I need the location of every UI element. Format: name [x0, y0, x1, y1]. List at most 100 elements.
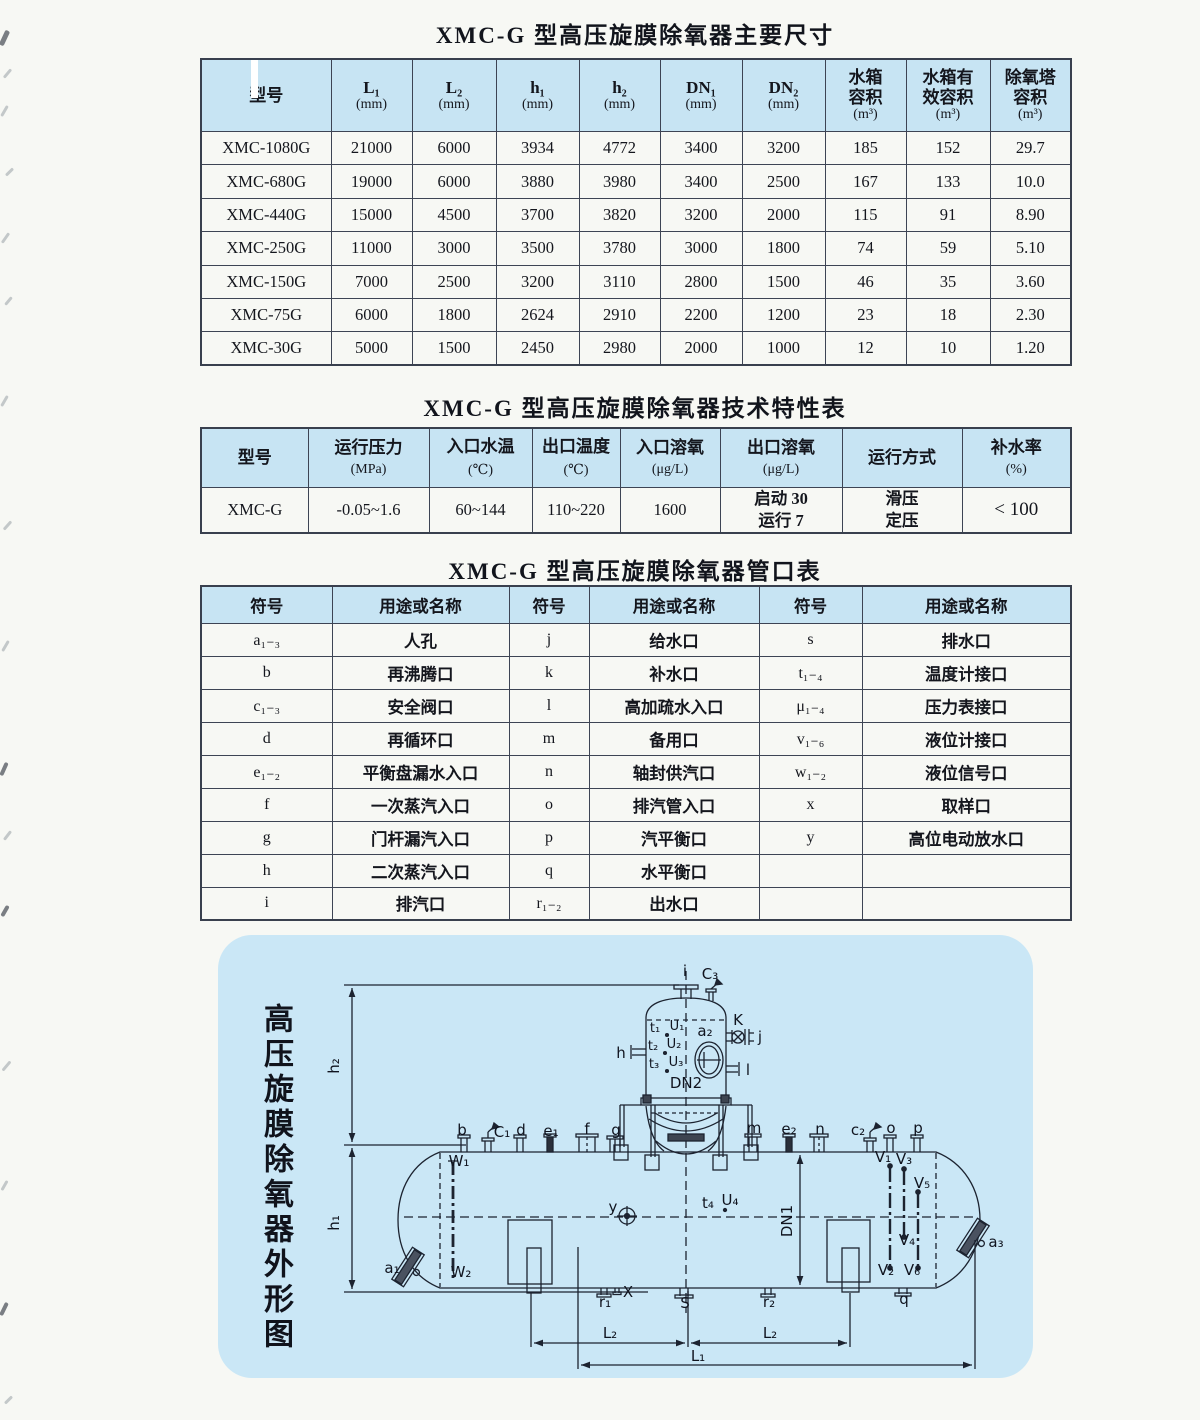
- deaerator-outline-drawing: i C₃ K j h l a₂ t₁ U₁ t₂ U₂ t₃ U₃ DN2 b …: [325, 962, 1004, 1369]
- table-cell: 10.0: [989, 164, 1072, 199]
- scan-artifact: [0, 761, 9, 777]
- table-row: XMC-G -0.05~1.6 60~144 110~220 1600 启动 3…: [200, 486, 1072, 534]
- table-cell: 12: [824, 331, 907, 366]
- col-header-dn1: DN₁ (mm): [659, 58, 743, 133]
- table-cell: 1.20: [989, 331, 1072, 366]
- nozzle-label-y: y: [609, 1198, 618, 1216]
- col-header-pressure: 运行压力 (MPa): [307, 427, 430, 488]
- nozzle-label-u4: U₄: [722, 1191, 739, 1209]
- table-cell: w₁₋₂: [758, 754, 863, 789]
- scan-artifact: [2, 68, 13, 79]
- table-cell: o: [508, 787, 590, 822]
- table-cell: f: [200, 787, 333, 822]
- table-row: XMC-440G 15000 4500 3700 3820 3200 2000 115 91 8.…: [200, 197, 1072, 233]
- nozzle-label-l: l: [746, 1061, 750, 1079]
- col-header-inlet-temp: 入口水温 (℃): [428, 427, 533, 488]
- table-cell: 3700: [495, 197, 580, 233]
- header-label: 水箱: [848, 68, 883, 87]
- value-line: 启动 30: [754, 489, 808, 509]
- nozzle-label-u2: U₂: [667, 1037, 682, 1052]
- table-cell: 2450: [495, 331, 580, 366]
- col-header-h1: h₁ (mm): [495, 58, 580, 133]
- col-header-usage: 用途或名称: [588, 585, 760, 624]
- table-cell: 3934: [495, 131, 580, 166]
- dimension-label-dn1: DN1: [778, 1205, 796, 1237]
- table-cell: r₁₋₂: [508, 886, 590, 921]
- header-label: 入口溶氧: [636, 437, 704, 457]
- table-cell: 门杆漏汽入口: [331, 820, 510, 855]
- table-cell: 3110: [578, 264, 661, 300]
- table-cell: XMC-75G: [200, 298, 332, 333]
- table-cell: 19000: [330, 164, 413, 199]
- table-cell: μ₁₋₄: [758, 688, 863, 723]
- table-row: h 二次蒸汽入口 q 水平衡口: [200, 853, 1072, 888]
- header-label: 补水率: [990, 437, 1042, 457]
- table-cell: 133: [905, 164, 991, 199]
- col-header-usage: 用途或名称: [861, 585, 1072, 624]
- table-cell: 备用口: [588, 721, 760, 756]
- table-row: XMC-250G 11000 3000 3500 3780 3000 1800 74 59 5.1…: [200, 231, 1072, 266]
- scan-artifact: [0, 29, 11, 47]
- table-cell: 6000: [330, 298, 413, 333]
- nozzle-label-e1: e₁: [543, 1122, 558, 1140]
- nozzle-label-u1: U₁: [670, 1019, 685, 1034]
- scan-artifact: [2, 830, 13, 841]
- header-unit: (μg/L): [762, 462, 800, 478]
- scan-artifact: [2, 520, 13, 531]
- header-label: 运行方式: [868, 448, 936, 467]
- col-header-inlet-oxygen: 入口溶氧 (μg/L): [619, 427, 721, 488]
- table-cell: 3780: [578, 231, 661, 266]
- header-label: 容积: [1013, 87, 1048, 107]
- table-cell: 二次蒸汽入口: [331, 853, 510, 888]
- table-cell: 1000: [741, 331, 826, 366]
- table-cell: 3200: [495, 264, 580, 300]
- table-cell: 2910: [578, 298, 661, 333]
- table-cell: k: [508, 655, 590, 690]
- table-cell: < 100: [961, 486, 1072, 534]
- gauge-label-v2: V₂: [878, 1261, 894, 1279]
- table-cell: 167: [824, 164, 907, 199]
- table-cell: 一次蒸汽入口: [331, 787, 510, 822]
- manhole-label-a1: a₁: [384, 1259, 399, 1277]
- header-label: 容积: [848, 87, 883, 107]
- nozzle-label-d: d: [516, 1121, 526, 1139]
- table-cell: i: [200, 886, 333, 921]
- nozzle-label-q: q: [899, 1290, 909, 1308]
- table-cell: 15000: [330, 197, 413, 233]
- table-cell: 3880: [495, 164, 580, 199]
- table-cell: d: [200, 721, 333, 756]
- table-cell: 11000: [330, 231, 413, 266]
- gauge-label-w2: W₂: [451, 1263, 472, 1281]
- header-row: 型号 L₁ (mm) L₂ (mm) h₁ (mm) h₂ (mm) DN₁ (mm) D…: [200, 58, 1072, 133]
- col-header-tower-volume: 除氧塔 容积 (m³): [989, 58, 1072, 133]
- drawing-lines: [344, 971, 991, 1369]
- scan-artifact: [251, 60, 258, 98]
- gauge-label-v3: V₃: [896, 1150, 912, 1168]
- table-cell: 安全阀口: [331, 688, 510, 723]
- nozzle-label-i: i: [683, 962, 687, 980]
- header-label: 出口溶氧: [747, 437, 815, 457]
- table-cell: -0.05~1.6: [307, 486, 430, 534]
- table-row: f 一次蒸汽入口 o 排汽管入口 x 取样口: [200, 787, 1072, 822]
- dimension-label-h2: h₂: [325, 1058, 343, 1074]
- dimension-label-l2-right: L₂: [763, 1324, 777, 1342]
- col-header-effective-volume: 水箱有 效容积 (m³): [905, 58, 991, 133]
- scan-artifact: [4, 296, 13, 306]
- table-row: d 再循环口 m 备用口 v₁₋₆ 液位计接口: [200, 721, 1072, 756]
- table-cell: 5.10: [989, 231, 1072, 266]
- dimensions-table-title: XMC-G 型高压旋膜除氧器主要尺寸: [435, 23, 835, 48]
- table-cell: j: [508, 622, 590, 657]
- nozzle-label-t3: t₃: [649, 1057, 659, 1072]
- table-cell: 5000: [330, 331, 413, 366]
- header-label: DN₂: [768, 77, 799, 97]
- table-cell: t₁₋₄: [758, 655, 863, 690]
- header-row: 型号 运行压力 (MPa) 入口水温 (℃) 出口温度 (℃) 入口溶氧 (μg/L) …: [200, 427, 1072, 488]
- nozzle-label-f: f: [584, 1120, 590, 1138]
- table-row: e₁₋₂ 平衡盘漏水入口 n 轴封供汽口 w₁₋₂ 液位信号口: [200, 754, 1072, 789]
- gauge-label-v4: V₄: [899, 1231, 915, 1249]
- nozzle-label-s: S: [680, 1294, 690, 1312]
- nozzle-label-j: j: [757, 1028, 762, 1046]
- table-cell: 液位计接口: [861, 721, 1072, 756]
- table-cell: 3820: [578, 197, 661, 233]
